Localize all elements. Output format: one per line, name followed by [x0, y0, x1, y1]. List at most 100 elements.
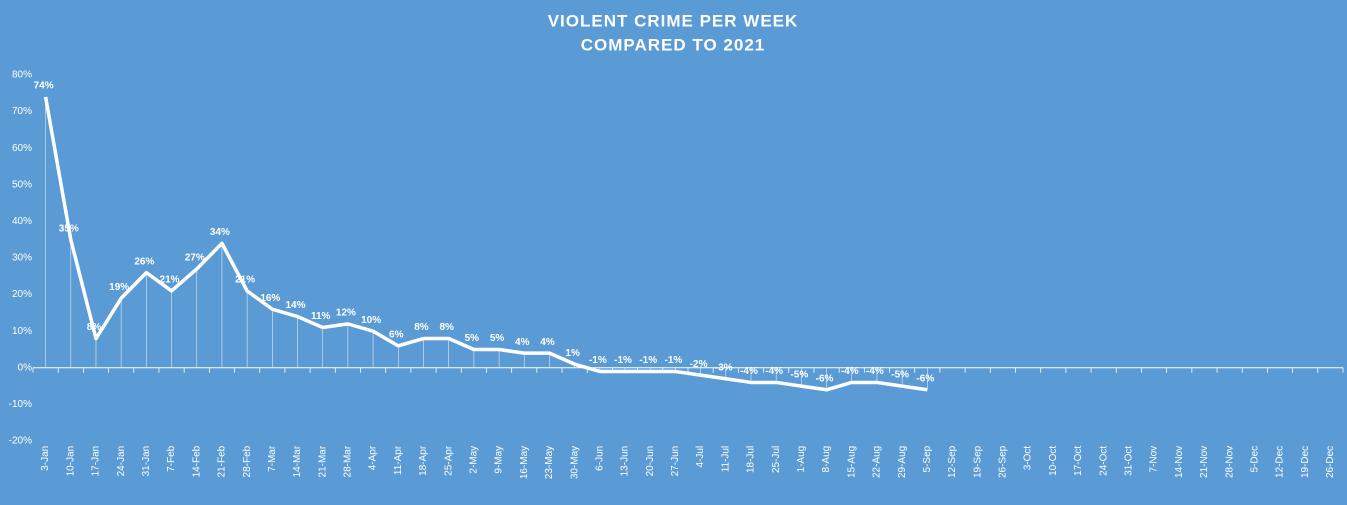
x-tick-label: 28-Mar: [343, 445, 354, 477]
y-tick-label: 60%: [12, 143, 32, 154]
x-tick-label: 28-Feb: [242, 445, 253, 477]
data-label: -4%: [740, 366, 758, 377]
x-tick-label: 13-Jun: [620, 446, 631, 477]
data-label: 8%: [87, 322, 102, 333]
x-tick-label: 31-Jan: [141, 446, 152, 477]
x-tick-label: 19-Sep: [972, 445, 983, 478]
data-label: -3%: [715, 362, 733, 373]
x-tick-label: 7-Feb: [166, 445, 177, 472]
y-tick-label: -20%: [9, 436, 32, 447]
data-label: -6%: [916, 373, 934, 384]
x-tick-label: 19-Dec: [1300, 446, 1311, 478]
x-tick-label: 4-Jul: [695, 446, 706, 468]
x-tick-label: 31-Oct: [1124, 446, 1135, 476]
y-tick-label: 80%: [12, 70, 32, 81]
y-tick-label: -10%: [9, 399, 32, 410]
y-tick-label: 10%: [12, 326, 32, 337]
data-label: 4%: [515, 337, 530, 348]
x-tick-label: 18-Apr: [418, 445, 429, 476]
x-tick-label: 11-Apr: [393, 445, 404, 475]
data-label: 34%: [210, 227, 230, 238]
data-label: 6%: [389, 329, 404, 340]
data-label: 35%: [59, 223, 79, 234]
data-label: -1%: [614, 355, 632, 366]
x-tick-label: 27-Jun: [670, 446, 681, 477]
x-tick-label: 6-Jun: [594, 446, 605, 471]
x-tick-label: 23-May: [544, 446, 555, 479]
data-label: 16%: [260, 293, 280, 304]
data-label: 11%: [311, 311, 331, 322]
x-tick-label: 5-Sep: [922, 445, 933, 472]
x-tick-label: 21-Nov: [1199, 446, 1210, 478]
x-tick-label: 21-Mar: [317, 445, 328, 477]
y-tick-label: 30%: [12, 253, 32, 264]
data-label: 1%: [565, 348, 580, 359]
data-label: -1%: [665, 355, 683, 366]
x-tick-label: 3-Oct: [1023, 446, 1034, 471]
x-tick-label: 17-Jan: [91, 446, 102, 477]
data-label: 19%: [109, 282, 129, 293]
data-label: -5%: [891, 370, 909, 381]
y-tick-label: 70%: [12, 106, 32, 117]
data-label: 10%: [361, 315, 381, 326]
x-tick-label: 14-Nov: [1174, 446, 1185, 478]
data-label: 8%: [414, 322, 429, 333]
data-label: 4%: [540, 337, 555, 348]
data-label: -1%: [639, 355, 657, 366]
x-tick-label: 14-Feb: [191, 445, 202, 477]
y-tick-label: 40%: [12, 216, 32, 227]
x-tick-label: 21-Feb: [217, 445, 228, 477]
y-tick-label: 50%: [12, 179, 32, 190]
x-tick-label: 20-Jun: [645, 446, 656, 477]
data-label: -1%: [589, 355, 607, 366]
data-label: 21%: [235, 275, 255, 286]
x-tick-label: 26-Dec: [1325, 446, 1336, 478]
x-tick-label: 10-Oct: [1048, 446, 1059, 476]
x-tick-label: 12-Sep: [947, 445, 958, 478]
x-tick-label: 16-May: [519, 446, 530, 479]
data-label: 5%: [465, 333, 480, 344]
data-label: 26%: [134, 256, 154, 267]
x-tick-label: 24-Jan: [116, 446, 127, 477]
x-tick-label: 10-Jan: [65, 446, 76, 477]
x-tick-label: 9-May: [494, 446, 505, 474]
chart-title: VIOLENT CRIME PER WEEK: [548, 11, 799, 30]
data-label: -2%: [690, 359, 708, 370]
data-label: -4%: [765, 366, 783, 377]
x-tick-label: 7-Mar: [267, 445, 278, 472]
data-label: 14%: [286, 300, 306, 311]
x-tick-label: 2-May: [469, 446, 480, 474]
x-tick-label: 8-Aug: [821, 446, 832, 473]
data-label: -4%: [841, 366, 859, 377]
data-label: -6%: [816, 373, 834, 384]
x-tick-label: 5-Dec: [1249, 446, 1260, 473]
data-label: 27%: [185, 253, 205, 264]
data-label: 12%: [336, 308, 356, 319]
x-tick-label: 7-Nov: [1149, 446, 1160, 473]
x-tick-label: 28-Nov: [1224, 446, 1235, 478]
data-label: -4%: [866, 366, 884, 377]
x-tick-label: 24-Oct: [1098, 446, 1109, 476]
x-tick-label: 30-May: [569, 446, 580, 479]
x-tick-label: 25-Jul: [771, 446, 782, 473]
x-tick-label: 18-Jul: [746, 446, 757, 473]
x-tick-label: 17-Oct: [1073, 446, 1084, 476]
chart-subtitle: COMPARED TO 2021: [581, 35, 765, 54]
x-tick-label: 26-Sep: [998, 445, 1009, 478]
x-tick-label: 22-Aug: [872, 446, 883, 478]
data-label: 74%: [34, 81, 54, 92]
x-tick-label: 15-Aug: [846, 446, 857, 478]
x-tick-label: 25-Apr: [443, 445, 454, 476]
data-line: [43, 96, 928, 392]
data-label: 5%: [490, 333, 505, 344]
x-tick-label: 29-Aug: [897, 446, 908, 478]
data-label: -5%: [790, 370, 808, 381]
data-label: 21%: [160, 275, 180, 286]
data-label: 8%: [439, 322, 454, 333]
y-tick-label: 0%: [18, 362, 33, 373]
x-tick-label: 12-Dec: [1275, 446, 1286, 478]
x-tick-label: 3-Jan: [40, 446, 51, 471]
